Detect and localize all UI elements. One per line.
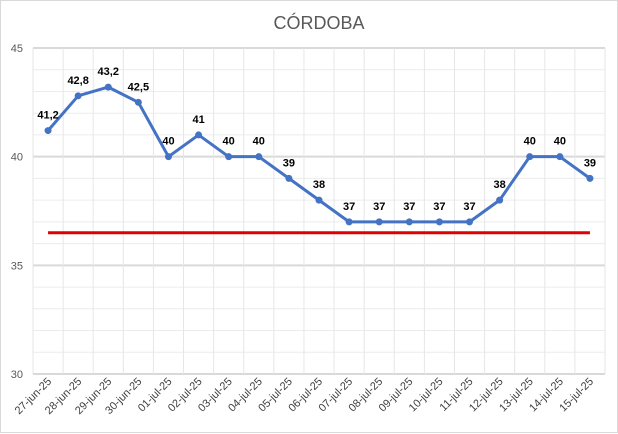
- data-point: [74, 92, 82, 100]
- data-point: [526, 153, 534, 161]
- data-point: [466, 218, 474, 226]
- data-label: 40: [162, 136, 174, 148]
- data-label: 40: [253, 136, 265, 148]
- y-tick-label: 35: [11, 260, 23, 272]
- data-label: 38: [494, 179, 506, 191]
- grid-layer: [32, 47, 606, 375]
- data-point: [315, 196, 323, 204]
- chart-title: CÓRDOBA: [273, 12, 364, 33]
- data-point: [375, 218, 383, 226]
- data-label: 37: [463, 201, 475, 213]
- data-point: [345, 218, 353, 226]
- data-point: [405, 218, 413, 226]
- data-point: [104, 83, 112, 91]
- data-point: [164, 153, 172, 161]
- data-label: 42,8: [67, 75, 88, 87]
- data-point: [586, 174, 594, 182]
- data-label: 41,2: [37, 110, 58, 122]
- data-point: [44, 127, 52, 135]
- data-point: [134, 98, 142, 106]
- data-label: 40: [223, 136, 235, 148]
- data-label-layer: 41,2 42,8 43,2 42,5 40 41 40 40 39 38 37 37 37 37 37 38…: [37, 66, 596, 213]
- y-axis-ticks: 30 35 40 45: [11, 43, 23, 381]
- data-point: [255, 153, 263, 161]
- data-label: 40: [554, 136, 566, 148]
- data-label: 37: [403, 201, 415, 213]
- data-label: 37: [433, 201, 445, 213]
- data-point: [496, 196, 504, 204]
- data-point: [195, 131, 203, 139]
- data-label: 39: [283, 157, 295, 169]
- data-point: [556, 153, 564, 161]
- data-label: 41: [192, 114, 204, 126]
- data-label: 37: [373, 201, 385, 213]
- data-point: [435, 218, 443, 226]
- y-tick-label: 45: [11, 43, 23, 55]
- data-label: 42,5: [128, 81, 149, 93]
- data-label: 37: [343, 201, 355, 213]
- data-label: 40: [524, 136, 536, 148]
- series-layer: [44, 83, 594, 226]
- data-label: 39: [584, 157, 596, 169]
- data-point: [285, 174, 293, 182]
- y-tick-label: 30: [11, 369, 23, 381]
- data-label: 38: [313, 179, 325, 191]
- x-axis-ticks: 27-jun-2528-jun-2529-jun-2530-jun-2501-j…: [13, 376, 596, 417]
- data-point: [225, 153, 233, 161]
- y-tick-label: 40: [11, 152, 23, 164]
- data-label: 43,2: [98, 66, 119, 78]
